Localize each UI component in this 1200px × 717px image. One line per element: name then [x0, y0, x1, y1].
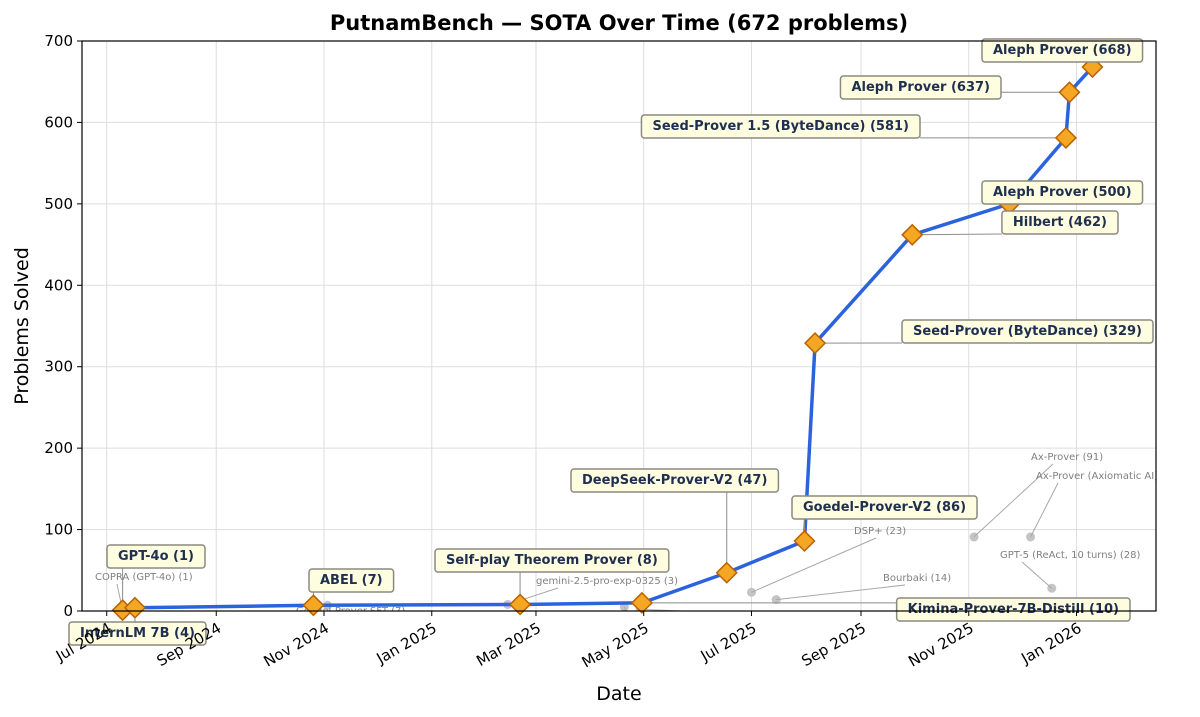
- y-tick-label: 500: [44, 195, 73, 213]
- sota-annotation-label: ABEL (7): [320, 573, 383, 588]
- sota-annotation: Aleph Prover (668): [981, 38, 1144, 63]
- other-result-leader: [623, 606, 627, 611]
- sota-annotation: GPT-4o (1): [106, 544, 206, 569]
- sota-marker: [1054, 126, 1077, 149]
- other-result-label: Bourbaki (14): [883, 573, 951, 584]
- sota-marker: [901, 223, 924, 246]
- x-tick-label: Mar 2025: [473, 619, 544, 670]
- sota-annotation: ABEL (7): [308, 568, 395, 593]
- sota-annotation-label: Seed-Prover (ByteDance) (329): [913, 324, 1142, 339]
- other-result-label: Goedel-Prover-SFT (7): [296, 606, 405, 617]
- sota-annotation-label: GPT-4o (1): [118, 549, 194, 564]
- sota-annotation-label: Seed-Prover 1.5 (ByteDance) (581): [652, 119, 909, 134]
- sota-marker: [509, 593, 532, 616]
- y-tick-label: 100: [44, 521, 73, 539]
- y-tick-label: 0: [63, 602, 73, 620]
- sota-annotation-box: [791, 495, 978, 520]
- x-tick-label: Jan 2026: [1017, 619, 1084, 668]
- other-result-leader: [1021, 561, 1053, 589]
- sota-annotation-box: [434, 548, 670, 573]
- sota-annotation: Hilbert (462): [1001, 210, 1119, 235]
- sota-annotation: InternLM 7B (4): [68, 621, 207, 646]
- sota-annotation-box: [981, 38, 1144, 63]
- sota-annotation: Seed-Prover (ByteDance) (329): [901, 319, 1154, 344]
- other-result-leader: [1030, 482, 1059, 538]
- sota-marker: [630, 591, 654, 614]
- other-result-label: COPRA (GPT-4o) (1): [95, 572, 193, 583]
- sota-annotation-box: [640, 114, 921, 139]
- sota-annotation: Aleph Prover (500): [981, 180, 1144, 205]
- y-tick-label: 700: [44, 32, 73, 50]
- sota-annotation-label: InternLM 7B (4): [80, 626, 195, 641]
- plot-frame: [81, 40, 1157, 612]
- sota-annotation-label: Kimina-Prover-7B-Distill (10): [908, 602, 1119, 617]
- sota-marker: [804, 332, 827, 355]
- y-axis-label: Problems Solved: [11, 247, 33, 405]
- sota-annotation-box: [106, 544, 206, 569]
- sota-annotation-label: Goedel-Prover-V2 (86): [803, 500, 966, 515]
- sota-annotation-label: DeepSeek-Prover-V2 (47): [582, 473, 767, 488]
- x-tick-label: Nov 2025: [905, 619, 977, 671]
- other-result-label: Ax-Prover (Axiomatic AI) (91): [1036, 471, 1182, 482]
- other-result-leader: [776, 584, 906, 601]
- sota-annotation-box: [570, 468, 780, 493]
- x-axis-label: Date: [596, 683, 641, 705]
- sota-annotation-box: [839, 75, 1002, 100]
- sota-annotation: Seed-Prover 1.5 (ByteDance) (581): [640, 114, 921, 139]
- sota-marker: [123, 596, 147, 619]
- other-result-label: Ax-Prover (91): [1031, 452, 1103, 463]
- sota-annotation: DeepSeek-Prover-V2 (47): [570, 468, 780, 493]
- y-tick-label: 300: [44, 358, 73, 376]
- other-result-label: GPT-5 (ReAct, 10 turns) (28): [1000, 550, 1140, 561]
- sota-marker: [302, 594, 325, 617]
- y-tick-label: 200: [44, 439, 73, 457]
- y-tick-label: 600: [44, 113, 73, 131]
- other-result-label: gemini-2.5-pro-exp-0325 (3): [536, 576, 678, 587]
- x-tick-label: May 2025: [579, 619, 652, 672]
- other-result-leader: [751, 537, 877, 593]
- x-tick-label: Nov 2024: [260, 619, 332, 671]
- sota-annotation-box: [981, 180, 1144, 205]
- sota-annotation: Self-play Theorem Prover (8): [434, 548, 670, 573]
- sota-annotation-label: Hilbert (462): [1013, 215, 1107, 230]
- other-result-label: DSP+ (23): [854, 526, 906, 537]
- annotation-leaders: [122, 62, 1093, 622]
- sota-marker: [793, 529, 816, 553]
- x-tick-label: Jan 2025: [373, 619, 440, 668]
- sota-annotation: Kimina-Prover-7B-Distill (10): [895, 597, 1131, 622]
- sota-markers: [111, 55, 1104, 622]
- sota-annotation-box: [308, 568, 395, 593]
- sota-annotation-box: [895, 597, 1131, 622]
- sota-annotation-leader: [912, 233, 1002, 236]
- sota-annotation-label: Aleph Prover (668): [993, 43, 1132, 58]
- annotations: GPT-4o (1) InternLM 7B (4) ABEL (7) Self-pl…: [68, 38, 1154, 646]
- chart-title: PutnamBench — SOTA Over Time (672 proble…: [330, 11, 908, 35]
- sota-annotation-box: [68, 621, 207, 646]
- sota-annotation: Aleph Prover (637): [839, 75, 1002, 100]
- sota-marker: [715, 561, 738, 584]
- x-tick-label: Jul 2025: [697, 619, 760, 666]
- sota-annotation: Goedel-Prover-V2 (86): [791, 495, 978, 520]
- sota-annotation-label: Aleph Prover (637): [851, 80, 990, 95]
- sota-annotation-box: [1001, 210, 1119, 235]
- sota-annotation-label: Aleph Prover (500): [993, 185, 1132, 200]
- y-tick-label: 400: [44, 276, 73, 294]
- other-result-leader: [973, 463, 1054, 538]
- sota-annotation-box: [901, 319, 1154, 344]
- sota-marker: [1058, 81, 1081, 104]
- sota-annotation-label: Self-play Theorem Prover (8): [446, 553, 658, 568]
- x-tick-label: Sep 2025: [798, 619, 869, 670]
